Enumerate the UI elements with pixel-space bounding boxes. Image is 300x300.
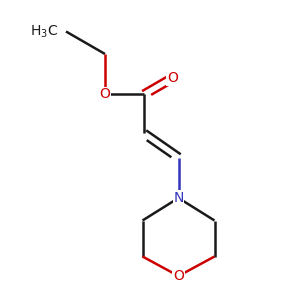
Text: N: N: [173, 191, 184, 205]
Text: O: O: [173, 269, 184, 283]
Text: O: O: [100, 88, 110, 101]
Text: O: O: [167, 71, 178, 85]
Text: H$_3$C: H$_3$C: [30, 23, 58, 40]
